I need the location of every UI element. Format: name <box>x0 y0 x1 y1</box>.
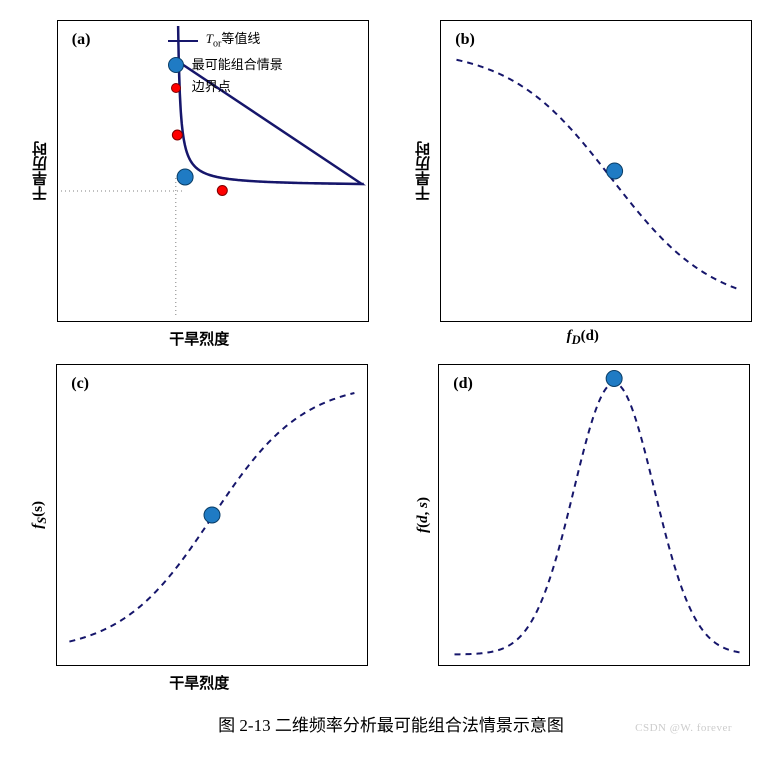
panel-c-wrap: fS(s) (c) 干旱烈度 <box>20 364 379 693</box>
legend-blue-text: 最可能组合情景 <box>192 55 283 76</box>
panel-c-label: (c) <box>71 375 89 393</box>
legend-red-icon <box>171 83 181 93</box>
panel-b: (b) <box>440 20 752 322</box>
panel-d-ylabel: f(d, s) <box>415 497 432 533</box>
watermark: CSDN @W. forever <box>20 722 762 734</box>
panel-a-legend: Tor等值线 最可能组合情景 边界点 <box>168 29 283 100</box>
panel-c-svg <box>57 365 367 665</box>
panel-b-label: (b) <box>455 31 475 49</box>
panel-d-wrap: f(d, s) (d) <box>404 364 763 693</box>
panel-a-ylabel: 干旱历时 <box>30 141 51 201</box>
panel-d-xlabel <box>581 672 585 689</box>
panel-b-svg <box>441 21 751 321</box>
figure-container: 干旱历时 (a) Tor等值线 最可能组合情景 <box>20 20 762 734</box>
panel-a-wrap: 干旱历时 (a) Tor等值线 最可能组合情景 <box>20 20 379 349</box>
panel-a-xlabel: 干旱烈度 <box>169 328 229 349</box>
legend-line-text: Tor等值线 <box>206 29 261 53</box>
legend-line-icon <box>168 40 198 42</box>
panel-d: (d) <box>438 364 750 666</box>
legend-red-text: 边界点 <box>192 77 231 98</box>
panel-b-xlabel: fD(d) <box>567 328 599 348</box>
panel-b-ylabel: 干旱历时 <box>413 141 434 201</box>
panel-c-ylabel: fS(s) <box>30 501 50 529</box>
panel-c-xlabel: 干旱烈度 <box>169 672 229 693</box>
panel-grid: 干旱历时 (a) Tor等值线 最可能组合情景 <box>20 20 762 693</box>
panel-d-label: (d) <box>453 375 473 393</box>
panel-a: (a) Tor等值线 最可能组合情景 <box>57 20 369 322</box>
panel-d-svg <box>439 365 749 665</box>
panel-b-wrap: 干旱历时 (b) fD(d) <box>404 20 763 349</box>
legend-blue-icon <box>168 57 184 73</box>
panel-a-label: (a) <box>72 31 91 49</box>
panel-c: (c) <box>56 364 368 666</box>
